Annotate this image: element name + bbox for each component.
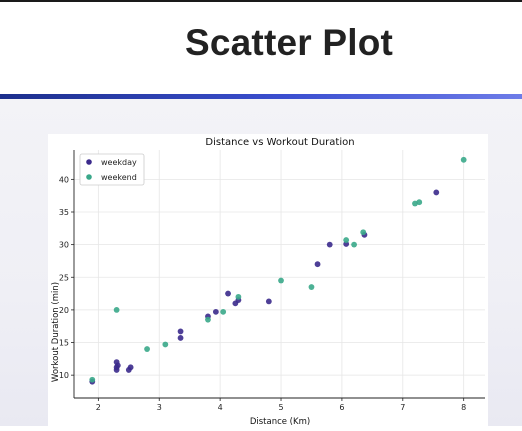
legend: weekday weekend: [79, 153, 145, 186]
x-tick-label: 2: [96, 403, 101, 412]
legend-box: [79, 153, 145, 186]
slide-title: Scatter Plot: [185, 22, 394, 63]
y-tick-label: 30: [59, 241, 69, 250]
point-weekend: [416, 199, 423, 206]
point-weekend: [308, 284, 315, 290]
top-border: [0, 0, 522, 2]
y-tick-label: 10: [59, 371, 69, 380]
x-tick-label: 6: [339, 403, 344, 412]
y-tick-label: 35: [59, 208, 69, 217]
chart-title: Distance vs Workout Duration: [205, 137, 354, 148]
point-weekend: [144, 346, 150, 352]
point-weekend: [360, 229, 367, 236]
point-weekend: [278, 277, 284, 284]
point-weekend: [113, 306, 120, 313]
x-axis-label: Distance (Km): [250, 417, 310, 426]
x-tick-label: 7: [400, 403, 405, 412]
point-weekday: [177, 335, 184, 341]
point-weekday: [314, 261, 321, 268]
point-weekend: [89, 376, 96, 383]
point-weekend: [351, 241, 357, 248]
y-tick-label: 20: [59, 306, 69, 315]
legend-marker-weekend: [86, 174, 92, 180]
x-tick-label: 8: [461, 403, 466, 412]
legend-marker-weekday: [86, 159, 92, 165]
point-weekday: [113, 367, 120, 373]
y-tick-label: 25: [59, 273, 69, 282]
accent-bar: [0, 94, 522, 99]
legend-label-weekend: weekend: [101, 173, 137, 182]
point-weekday: [265, 298, 272, 305]
point-weekday: [177, 328, 184, 335]
point-weekend: [205, 316, 211, 323]
data-points: [89, 156, 467, 385]
point-weekday: [212, 308, 219, 315]
point-weekend: [460, 156, 467, 163]
y-tick-label: 15: [59, 339, 69, 348]
point-weekday: [326, 241, 333, 248]
y-axis-ticks: 10 15 20 25 30 35 40: [59, 175, 74, 380]
y-axis-label: Workout Duration (min): [51, 282, 61, 382]
x-tick-label: 5: [278, 403, 283, 412]
point-weekday: [114, 362, 121, 369]
x-tick-label: 4: [218, 403, 223, 412]
legend-label-weekday: weekday: [101, 158, 137, 167]
grid-lines: [74, 150, 485, 398]
point-weekend: [235, 293, 242, 300]
axes: [73, 150, 485, 399]
x-axis-ticks: 2 3 4 5 6 7 8: [96, 398, 466, 412]
point-weekend: [162, 341, 169, 348]
point-weekend: [343, 237, 350, 243]
point-weekday: [433, 189, 440, 196]
point-weekday: [127, 364, 134, 371]
x-tick-label: 3: [157, 403, 162, 412]
point-weekend: [220, 308, 227, 315]
y-tick-label: 40: [59, 175, 69, 184]
point-weekday: [225, 290, 231, 297]
